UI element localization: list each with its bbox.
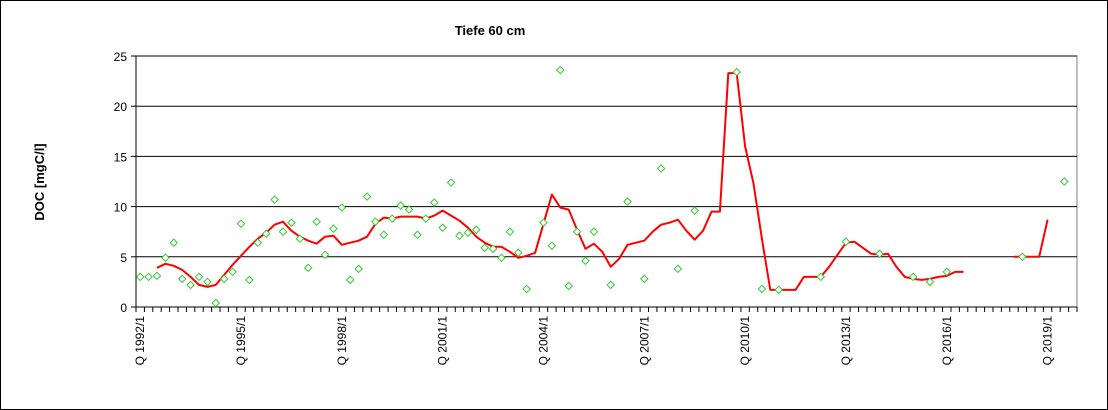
data-point — [438, 223, 447, 232]
data-point — [690, 206, 700, 215]
data-point — [261, 229, 271, 239]
data-point — [270, 195, 279, 204]
plot-area — [135, 55, 1078, 308]
data-point — [623, 197, 632, 206]
data-point — [1018, 252, 1027, 262]
y-tick-label: 15 — [114, 150, 128, 164]
data-point — [555, 65, 565, 75]
y-tick-label: 20 — [114, 100, 128, 114]
data-point — [404, 205, 414, 214]
data-point — [732, 67, 742, 77]
data-point — [841, 237, 851, 247]
data-point — [211, 298, 221, 308]
data-point — [513, 248, 523, 258]
data-point — [371, 217, 380, 226]
data-point — [429, 198, 439, 207]
data-point — [589, 227, 599, 237]
data-point — [362, 192, 372, 201]
data-point — [345, 275, 355, 285]
data-point — [455, 231, 464, 241]
data-point — [245, 275, 254, 285]
data-point — [488, 244, 498, 254]
data-point — [203, 277, 212, 287]
data-point — [278, 227, 288, 237]
data-point — [875, 249, 884, 259]
data-point — [320, 250, 330, 260]
data-point — [186, 280, 195, 290]
data-point — [581, 256, 590, 266]
data-point — [396, 201, 405, 210]
data-point — [505, 227, 515, 237]
x-axis: Q 1992/1 Q 1995/1 Q 1998/1 Q 2001/1 Q 2004/1… — [133, 306, 1078, 366]
data-point — [228, 267, 237, 277]
x-tick-label: Q 2016/1 — [940, 316, 954, 366]
data-point — [413, 230, 422, 240]
data-point — [673, 264, 683, 274]
data-point — [757, 284, 767, 294]
data-point — [547, 241, 557, 251]
x-tick-label: Q 2019/1 — [1041, 316, 1055, 366]
data-point — [446, 178, 456, 187]
data-point — [135, 272, 145, 282]
data-point — [253, 238, 263, 248]
grid — [136, 55, 1077, 258]
data-point — [379, 230, 389, 240]
data-point — [152, 271, 162, 281]
chart-title: Tiefe 60 cm — [455, 23, 526, 38]
data-point — [925, 277, 935, 287]
x-tick-label: Q 2010/1 — [738, 316, 752, 366]
x-tick-label: Q 1995/1 — [234, 316, 248, 366]
data-point — [312, 217, 321, 226]
data-point — [303, 263, 313, 273]
y-axis-title: DOC [mgC/l] — [32, 143, 47, 220]
x-tick-label: Q 2001/1 — [436, 316, 450, 366]
x-tick-label: Q 1998/1 — [335, 316, 349, 366]
data-point — [572, 227, 582, 237]
x-tick-label: Q 2013/1 — [839, 316, 853, 366]
data-point — [354, 264, 363, 274]
data-point — [194, 272, 204, 282]
data-point — [774, 285, 784, 295]
data-point — [337, 203, 347, 212]
x-tick-label: Q 1992/1 — [133, 316, 147, 366]
data-point — [606, 280, 616, 290]
data-point — [539, 218, 548, 227]
data-point — [471, 225, 481, 234]
data-point — [564, 281, 573, 291]
data-point — [287, 218, 296, 227]
scatter-series — [135, 65, 1069, 308]
data-point — [219, 274, 229, 284]
data-point — [463, 228, 473, 238]
data-point — [177, 274, 187, 284]
data-point — [387, 214, 397, 223]
data-point — [295, 234, 305, 244]
data-point — [497, 253, 506, 263]
y-tick-label: 0 — [120, 301, 127, 315]
data-point — [144, 272, 153, 282]
data-point — [161, 253, 170, 263]
data-point — [522, 284, 531, 294]
line-segment — [156, 72, 964, 291]
data-point — [329, 224, 338, 233]
x-tick-label: Q 2007/1 — [637, 316, 651, 366]
data-point — [169, 238, 179, 248]
data-point — [816, 272, 826, 282]
data-point — [908, 272, 918, 282]
data-point — [942, 267, 952, 277]
data-point — [1060, 177, 1069, 186]
y-tick-label: 25 — [114, 50, 128, 64]
y-tick-label: 10 — [114, 201, 128, 215]
data-point — [236, 219, 246, 228]
y-tick-label: 5 — [120, 251, 127, 265]
y-axis: 0 5 10 15 20 25 — [114, 50, 137, 315]
data-point — [640, 274, 649, 284]
x-tick-label: Q 2004/1 — [536, 316, 550, 366]
data-point — [656, 164, 666, 173]
data-point — [421, 214, 431, 223]
data-point — [480, 243, 489, 253]
